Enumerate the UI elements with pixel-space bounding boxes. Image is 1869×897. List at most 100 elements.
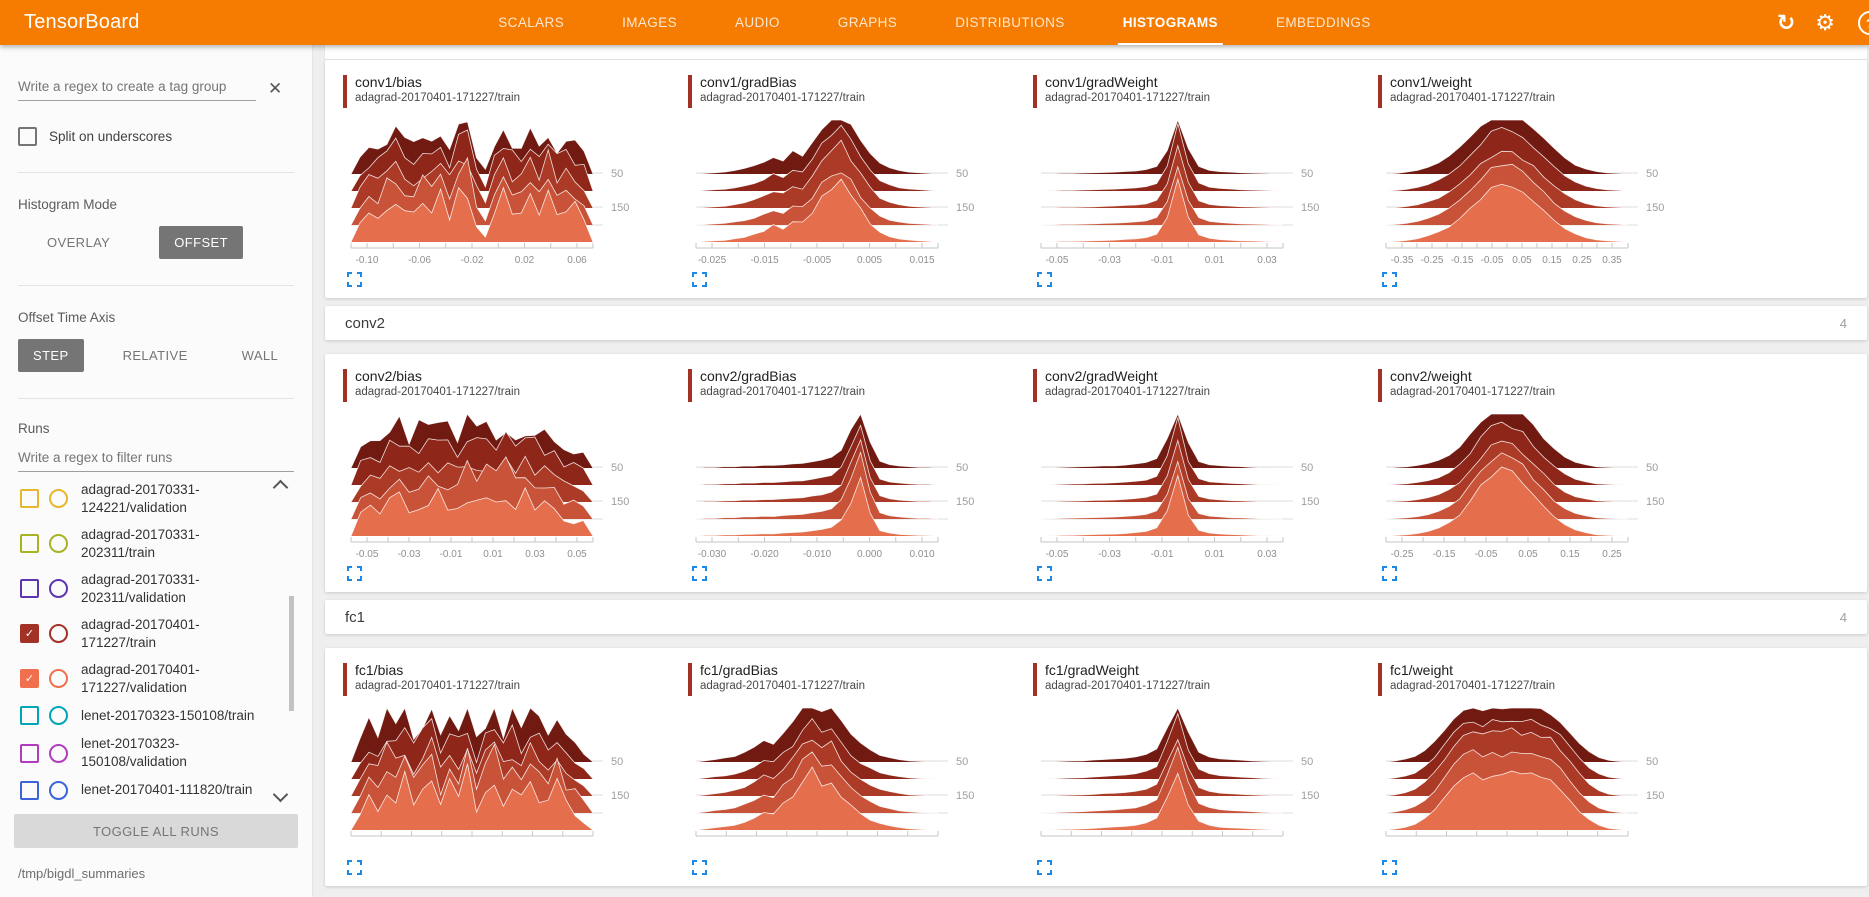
run-color-bar — [1033, 369, 1037, 402]
run-isolate-radio[interactable] — [49, 780, 68, 800]
runs-filter-input[interactable] — [18, 446, 294, 472]
run-isolate-radio[interactable] — [49, 706, 68, 726]
svg-text:0.35: 0.35 — [1602, 255, 1622, 266]
toggle-all-runs-button[interactable]: TOGGLE ALL RUNS — [14, 814, 298, 848]
svg-text:0.15: 0.15 — [1560, 549, 1580, 560]
run-checkbox[interactable]: ✓ — [20, 669, 39, 689]
expand-icon[interactable] — [1382, 566, 1398, 582]
offset-time-axis-relative-button[interactable]: RELATIVE — [122, 348, 188, 363]
chart-tag-title: conv2/gradWeight — [1045, 368, 1158, 384]
svg-text:50: 50 — [1301, 462, 1313, 474]
tab-histograms[interactable]: HISTOGRAMS — [1117, 0, 1223, 45]
run-item[interactable]: adagrad-20170331-202311/train — [18, 521, 294, 566]
svg-text:-0.35: -0.35 — [1391, 255, 1414, 266]
tag-filter-row: ✕ — [18, 75, 294, 101]
run-checkbox[interactable] — [20, 489, 39, 509]
expand-icon[interactable] — [692, 272, 708, 288]
expand-icon[interactable] — [692, 860, 708, 876]
histograms-content: conv1/bias adagrad-20170401-171227/train 5… — [313, 45, 1869, 897]
tab-images[interactable]: IMAGES — [622, 15, 678, 30]
histogram-mode-offset-button[interactable]: OFFSET — [159, 226, 243, 259]
run-item[interactable]: lenet-20170323-150108/train — [18, 701, 294, 730]
svg-text:-0.05: -0.05 — [1481, 255, 1504, 266]
run-item[interactable]: lenet-20170401-111820/validation — [18, 805, 294, 808]
run-checkbox[interactable] — [20, 706, 39, 726]
tag-group-fc1: fc1 4 fc1/bias adagrad-20170401-171227/trai… — [325, 600, 1867, 886]
svg-text:50: 50 — [611, 462, 623, 474]
run-isolate-radio[interactable] — [49, 534, 68, 554]
run-label: lenet-20170401-111820/train — [81, 782, 253, 798]
expand-icon[interactable] — [1037, 860, 1053, 876]
histogram-card: conv2/bias adagrad-20170401-171227/train 5… — [343, 368, 675, 582]
chart-tag-title: conv1/gradBias — [700, 74, 797, 90]
run-color-bar — [1378, 75, 1382, 108]
svg-text:50: 50 — [1301, 756, 1313, 768]
run-checkbox[interactable] — [20, 780, 39, 800]
group-header-fc1[interactable]: fc1 4 — [325, 600, 1867, 634]
expand-icon[interactable] — [1037, 272, 1053, 288]
split-on-underscores-row[interactable]: Split on underscores — [18, 127, 294, 146]
expand-icon[interactable] — [1382, 272, 1398, 288]
run-item[interactable]: lenet-20170401-111820/train — [18, 776, 294, 805]
chart-header: fc1/gradBias adagrad-20170401-171227/trai… — [688, 662, 1020, 696]
run-item[interactable]: ✓ adagrad-20170401-171227/train — [18, 611, 294, 656]
run-color-bar — [1378, 369, 1382, 402]
tab-distributions[interactable]: DISTRIBUTIONS — [955, 15, 1065, 30]
histogram-ridgeline-chart: 50 150 -0.35 -0.25 -0.15 -0.05 0.05 0.15 0.25 0.3… — [1385, 119, 1664, 266]
svg-text:150: 150 — [1646, 496, 1664, 508]
run-isolate-radio[interactable] — [49, 624, 68, 644]
run-item[interactable]: adagrad-20170331-124221/validation — [18, 476, 294, 521]
expand-icon[interactable] — [1037, 566, 1053, 582]
expand-icon[interactable] — [692, 566, 708, 582]
run-checkbox[interactable] — [20, 534, 39, 554]
histogram-card: conv2/gradWeight adagrad-20170401-171227/… — [1033, 368, 1365, 582]
runs-scrollbar[interactable] — [289, 596, 294, 711]
run-isolate-radio[interactable] — [49, 669, 68, 689]
svg-text:150: 150 — [956, 496, 974, 508]
help-icon[interactable]: ? — [1858, 11, 1869, 35]
group-header-conv2[interactable]: conv2 4 — [325, 306, 1867, 340]
chart-tag-title: conv2/gradBias — [700, 368, 797, 384]
tag-filter-input[interactable] — [18, 75, 256, 101]
expand-icon[interactable] — [347, 860, 363, 876]
svg-text:50: 50 — [1646, 756, 1658, 768]
run-item[interactable]: adagrad-20170331-202311/validation — [18, 566, 294, 611]
run-isolate-radio[interactable] — [49, 489, 68, 509]
tab-scalars[interactable]: SCALARS — [498, 15, 565, 30]
histogram-mode-overlay-button[interactable]: OVERLAY — [47, 235, 111, 250]
offset-time-axis-step-button[interactable]: STEP — [18, 339, 84, 372]
refresh-icon[interactable]: ↻ — [1776, 9, 1796, 35]
tab-graphs[interactable]: GRAPHS — [837, 15, 898, 30]
run-checkbox[interactable]: ✓ — [20, 624, 39, 644]
svg-text:-0.01: -0.01 — [1151, 549, 1174, 560]
expand-icon[interactable] — [1382, 860, 1398, 876]
run-checkbox[interactable] — [20, 743, 39, 763]
tab-embeddings[interactable]: EMBEDDINGS — [1275, 15, 1371, 30]
run-checkbox[interactable] — [20, 579, 39, 599]
run-isolate-radio[interactable] — [49, 743, 68, 763]
svg-text:-0.05: -0.05 — [356, 549, 379, 560]
split-checkbox[interactable] — [18, 127, 37, 146]
divider — [18, 172, 294, 173]
run-item[interactable]: ✓ adagrad-20170401-171227/validation — [18, 656, 294, 701]
runs-list: adagrad-20170331-124221/validation adagra… — [18, 476, 294, 808]
chart-header: fc1/gradWeight adagrad-20170401-171227/tr… — [1033, 662, 1365, 696]
run-label: adagrad-20170401-171227/validation — [81, 662, 200, 695]
histogram-card: fc1/bias adagrad-20170401-171227/train 50 1… — [343, 662, 675, 876]
chart-header: conv2/gradBias adagrad-20170401-171227/tr… — [688, 368, 1020, 402]
histogram-mode-label: Histogram Mode — [18, 197, 118, 212]
run-isolate-radio[interactable] — [49, 579, 68, 599]
expand-icon[interactable] — [347, 272, 363, 288]
chart-run-name: adagrad-20170401-171227/train — [1390, 386, 1555, 398]
expand-icon[interactable] — [347, 566, 363, 582]
settings-icon[interactable]: ⚙ — [1815, 9, 1835, 35]
close-icon[interactable]: ✕ — [268, 79, 283, 98]
sidebar: ✕ Split on underscores Histogram Mode OV… — [0, 45, 313, 897]
svg-text:150: 150 — [1301, 496, 1319, 508]
active-tab-underline — [1117, 43, 1223, 45]
run-item[interactable]: lenet-20170323-150108/validation — [18, 730, 294, 775]
tab-audio[interactable]: AUDIO — [735, 15, 780, 30]
offset-time-axis-wall-button[interactable]: WALL — [241, 348, 279, 363]
svg-text:-0.05: -0.05 — [1475, 549, 1498, 560]
header-icons: ↻ ⚙ — [1776, 9, 1835, 35]
